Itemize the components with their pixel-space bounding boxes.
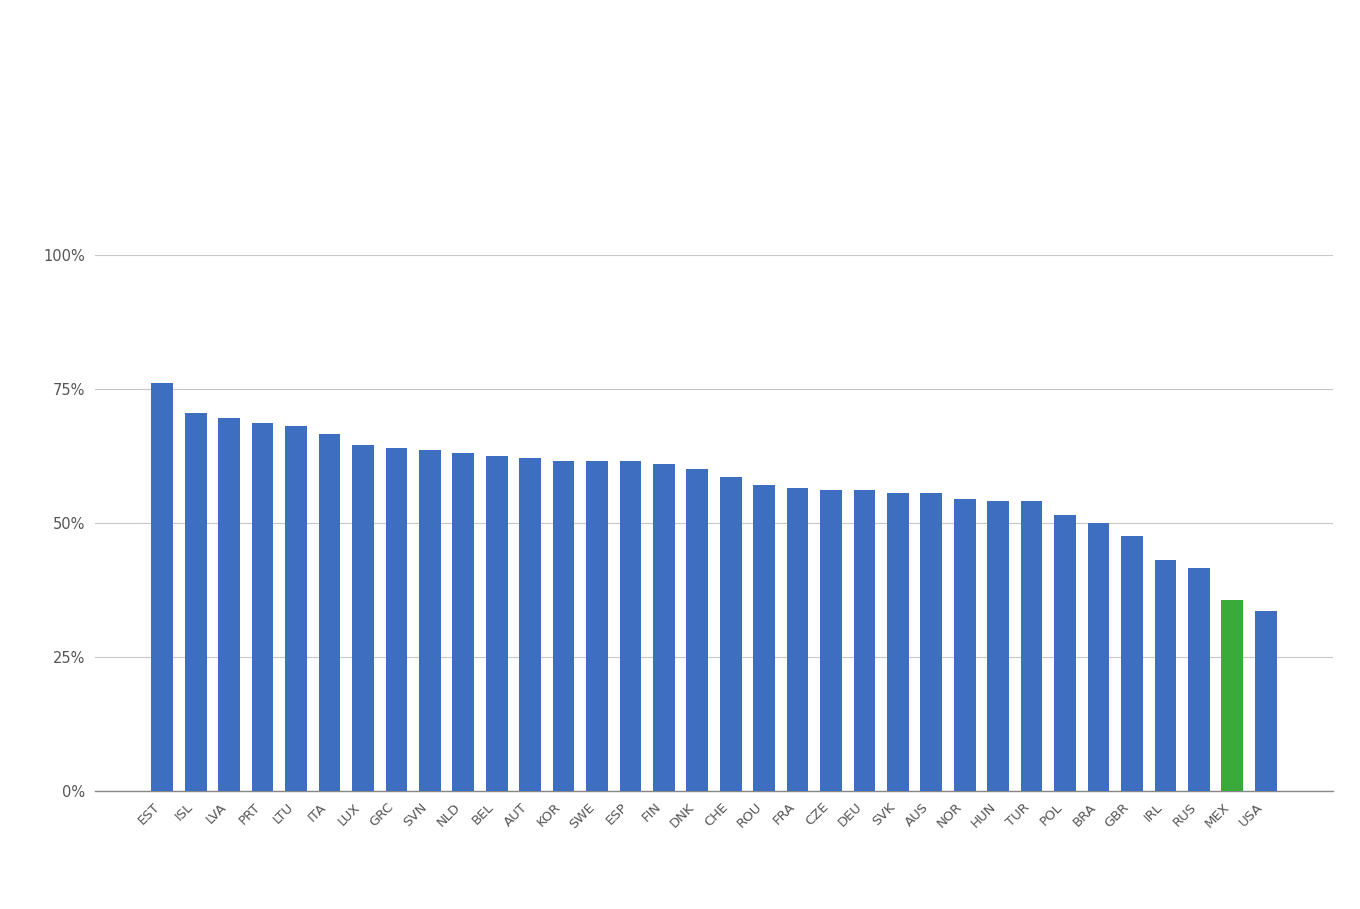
Bar — [887, 494, 908, 791]
Bar — [1221, 601, 1243, 791]
Bar — [953, 498, 975, 791]
Bar — [620, 461, 642, 791]
Bar — [1088, 523, 1110, 791]
Bar — [786, 488, 808, 791]
Bar — [753, 485, 775, 791]
Bar — [687, 469, 709, 791]
Bar — [719, 477, 741, 791]
Bar — [419, 450, 441, 791]
Bar — [486, 455, 507, 791]
Bar — [352, 445, 374, 791]
Bar — [586, 461, 608, 791]
Bar — [318, 435, 340, 791]
Bar — [552, 461, 574, 791]
Bar — [286, 426, 307, 791]
Bar — [1121, 536, 1142, 791]
Bar — [921, 494, 942, 791]
Bar — [854, 491, 876, 791]
Bar — [1021, 501, 1043, 791]
Bar — [1054, 514, 1076, 791]
Bar — [1187, 568, 1209, 791]
Bar — [219, 418, 241, 791]
Bar — [185, 413, 207, 791]
Bar — [453, 453, 475, 791]
Bar — [252, 424, 273, 791]
Bar — [653, 464, 675, 791]
Bar — [520, 458, 541, 791]
Bar — [1255, 611, 1277, 791]
Bar — [820, 491, 842, 791]
Bar — [1155, 560, 1176, 791]
Bar — [151, 384, 173, 791]
Bar — [987, 501, 1009, 791]
Bar — [385, 447, 407, 791]
